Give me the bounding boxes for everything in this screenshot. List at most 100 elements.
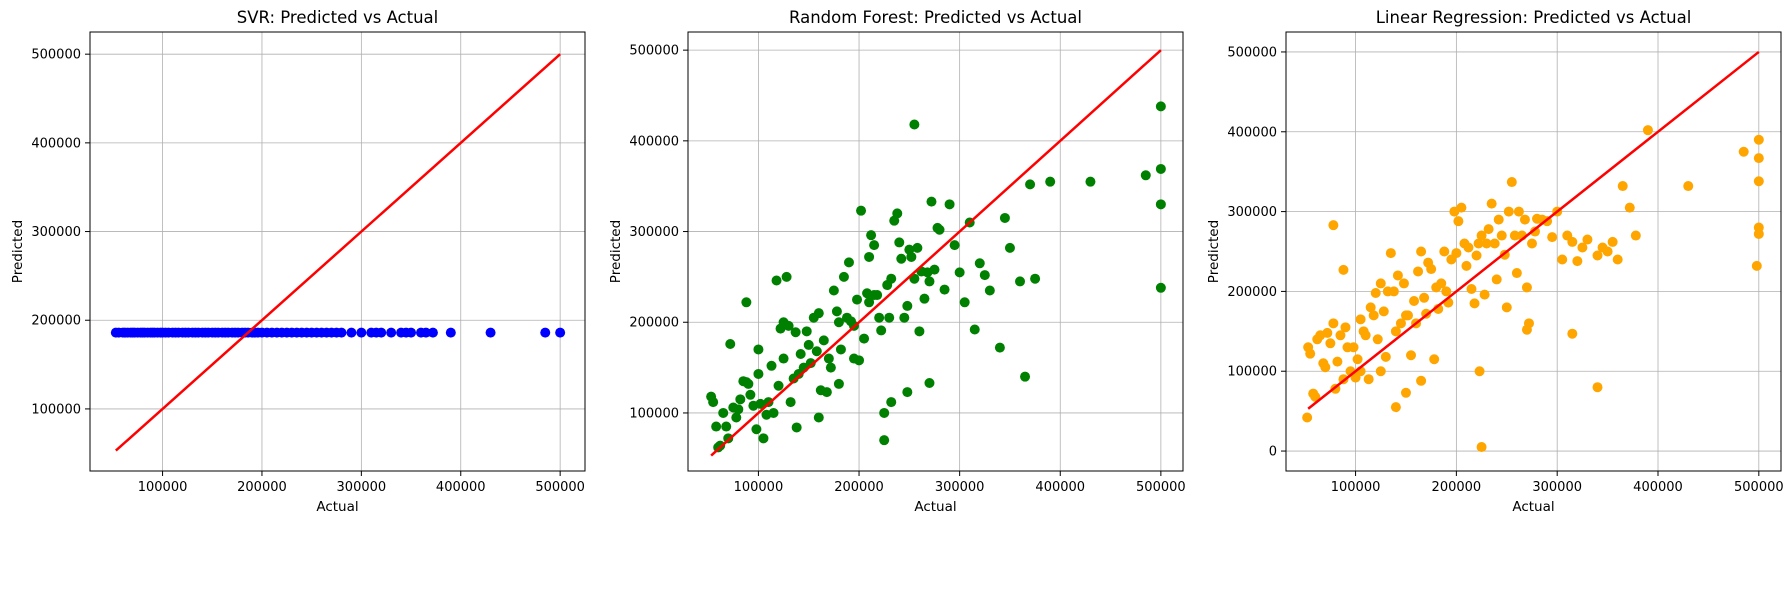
random-forest-point: [879, 407, 890, 418]
random-forest-point: [856, 205, 867, 216]
linear-regression-point: [1624, 202, 1635, 213]
linear-regression-y-axis-label: Predicted: [1206, 220, 1222, 283]
random-forest-point: [896, 253, 907, 264]
svr-point: [445, 327, 456, 338]
svr-point: [406, 327, 417, 338]
linear-regression-point: [1474, 366, 1485, 377]
linear-regression-point: [1513, 206, 1524, 217]
linear-regression-point: [1582, 234, 1593, 245]
svr-y-tick-label: 400000: [31, 136, 81, 151]
random-forest-point: [999, 212, 1010, 223]
linear-regression-point: [1471, 250, 1482, 261]
linear-regression-point: [1521, 282, 1532, 293]
random-forest-y-tick-label: 100000: [629, 406, 679, 421]
linear-regression-point: [1567, 236, 1578, 247]
svr-y-tick-label: 300000: [31, 225, 81, 240]
linear-regression-point: [1753, 153, 1764, 164]
linear-regression-point: [1506, 177, 1517, 188]
linear-regression-point: [1360, 330, 1371, 341]
linear-regression-point: [1426, 264, 1437, 275]
random-forest-point: [751, 424, 762, 435]
svr-point: [540, 327, 551, 338]
linear-regression-point: [1526, 238, 1537, 249]
linear-regression-point: [1413, 266, 1424, 277]
linear-regression-point: [1416, 375, 1427, 386]
random-forest-point: [926, 196, 937, 207]
linear-regression-point: [1501, 302, 1512, 313]
random-forest-point: [1155, 199, 1166, 210]
random-forest-point: [831, 306, 842, 317]
linear-regression-point: [1592, 250, 1603, 261]
random-forest-point: [864, 297, 875, 308]
linear-regression-point: [1476, 230, 1487, 241]
random-forest-point: [919, 293, 930, 304]
svr-x-tick-label: 400000: [436, 480, 486, 495]
random-forest-point: [785, 397, 796, 408]
random-forest-y-axis-label: Predicted: [608, 220, 624, 283]
random-forest-point: [1155, 101, 1166, 112]
random-forest-scatter-panel: 100000 200000 300000 400000 500000 100000 2000…: [608, 8, 1186, 515]
linear-regression-point: [1451, 248, 1462, 259]
linear-regression-axes-frame: [1285, 31, 1782, 472]
linear-regression-point: [1328, 220, 1339, 231]
linear-regression-point: [1340, 322, 1351, 333]
svr-point: [420, 327, 431, 338]
linear-regression-x-tick-label: 400000: [1633, 480, 1683, 495]
random-forest-point: [731, 412, 742, 423]
svr-point: [386, 327, 397, 338]
linear-regression-point: [1320, 362, 1331, 373]
svr-x-tick-label: 100000: [138, 480, 188, 495]
linear-regression-point: [1479, 289, 1490, 300]
random-forest-point: [876, 325, 887, 336]
linear-regression-point: [1466, 284, 1477, 295]
linear-regression-point: [1503, 206, 1514, 217]
random-forest-point: [805, 358, 816, 369]
random-forest-point: [924, 276, 935, 287]
linear-regression-point: [1375, 366, 1386, 377]
linear-regression-point: [1547, 232, 1558, 243]
linear-regression-point: [1338, 264, 1349, 275]
linear-regression-point: [1753, 228, 1764, 239]
random-forest-point: [886, 273, 897, 284]
random-forest-point: [929, 264, 940, 275]
linear-regression-point: [1390, 326, 1401, 337]
svr-point: [336, 327, 347, 338]
random-forest-chart-title: Random Forest: Predicted vs Actual: [789, 8, 1082, 27]
linear-regression-x-tick-label: 200000: [1432, 480, 1482, 495]
random-forest-point: [828, 285, 839, 296]
linear-regression-point: [1302, 412, 1313, 423]
random-forest-point: [825, 362, 836, 373]
linear-regression-chart-title: Linear Regression: Predicted vs Actual: [1376, 8, 1692, 27]
random-forest-point: [869, 240, 880, 251]
linear-regression-point: [1493, 214, 1504, 225]
random-forest-point: [803, 339, 814, 350]
linear-regression-point: [1481, 238, 1492, 249]
linear-regression-point: [1469, 298, 1480, 309]
random-forest-point: [974, 258, 985, 269]
linear-regression-point: [1519, 214, 1530, 225]
linear-regression-point: [1530, 226, 1541, 237]
svr-point: [485, 327, 496, 338]
linear-regression-point: [1630, 230, 1641, 241]
random-forest-y-tick-label: 300000: [629, 225, 679, 240]
linear-regression-point: [1456, 202, 1467, 213]
random-forest-y-tick-label: 400000: [629, 134, 679, 149]
random-forest-point: [969, 324, 980, 335]
linear-regression-point: [1476, 442, 1487, 453]
linear-regression-point: [1372, 334, 1383, 345]
linear-regression-point: [1751, 260, 1762, 271]
linear-regression-point: [1567, 328, 1578, 339]
linear-regression-point: [1378, 306, 1389, 317]
random-forest-point: [711, 421, 722, 432]
linear-regression-point: [1617, 181, 1628, 192]
random-forest-point: [733, 404, 744, 415]
linear-regression-point: [1406, 350, 1417, 361]
linear-regression-point: [1390, 402, 1401, 413]
random-forest-point: [979, 270, 990, 281]
linear-regression-x-axis-label: Actual: [1512, 499, 1554, 515]
svr-x-tick-label: 300000: [337, 480, 387, 495]
linear-regression-point: [1409, 295, 1420, 306]
random-forest-point: [753, 368, 764, 379]
random-forest-point: [813, 412, 824, 423]
